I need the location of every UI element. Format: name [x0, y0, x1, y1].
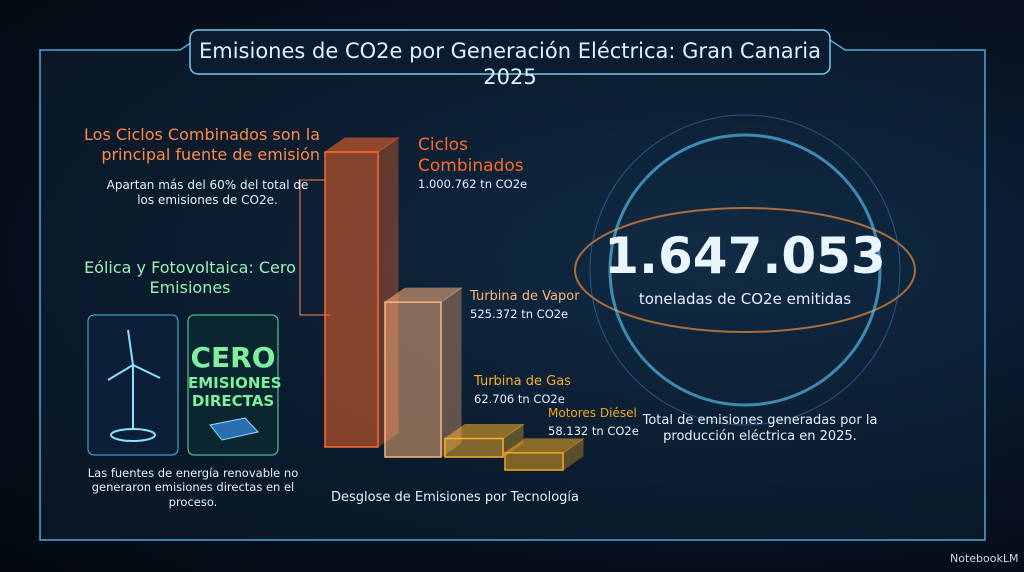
ring [589, 114, 901, 426]
ring [608, 133, 882, 407]
bar-value-label: 58.132 tn CO2e [548, 424, 639, 438]
total-unit: toneladas de CO2e emitidas [638, 290, 852, 308]
bar [444, 437, 504, 458]
title-box [189, 29, 831, 75]
bar-value-label: 62.706 tn CO2e [474, 392, 565, 406]
bar-category: Turbina de Vapor [470, 289, 580, 304]
badge-text: DIRECTAS [191, 392, 275, 410]
solar-icon [209, 417, 259, 441]
ring [574, 207, 916, 333]
highlight-text: Apartan más del 60% del total de los emi… [106, 178, 309, 207]
bar-value-label: 1.000.762 tn CO2e [418, 177, 528, 191]
bar-category: Motores Diésel [548, 406, 637, 420]
renewables-title: Eólica y Fotovoltaica: Cero Emisiones [84, 258, 296, 297]
wind-icon [107, 329, 161, 442]
solar-card [187, 314, 279, 456]
total-text: Total de emisiones generadas por la prod… [642, 413, 878, 445]
highlight-title: Los Ciclos Combinados son la principal f… [84, 125, 320, 164]
badge-text: EMISIONES [188, 374, 282, 392]
bar [324, 151, 379, 448]
title: Emisiones de CO2e por Generación Eléctri… [199, 39, 821, 90]
total-value: 1.647.053 [604, 227, 886, 285]
chart-title: Desglose de Emisiones por Tecnología [330, 490, 579, 505]
brand: NotebookLM [950, 552, 1019, 565]
bar [384, 301, 442, 458]
badge-text: CERO [190, 341, 276, 374]
connector [299, 179, 330, 316]
bar-category: Ciclos Combinados [418, 135, 524, 177]
bar-category: Turbina de Gas [474, 374, 571, 389]
renewables-text: Las fuentes de energía renovable no gene… [87, 466, 299, 509]
bar [504, 452, 564, 471]
bar-value-label: 525.372 tn CO2e [470, 307, 569, 321]
